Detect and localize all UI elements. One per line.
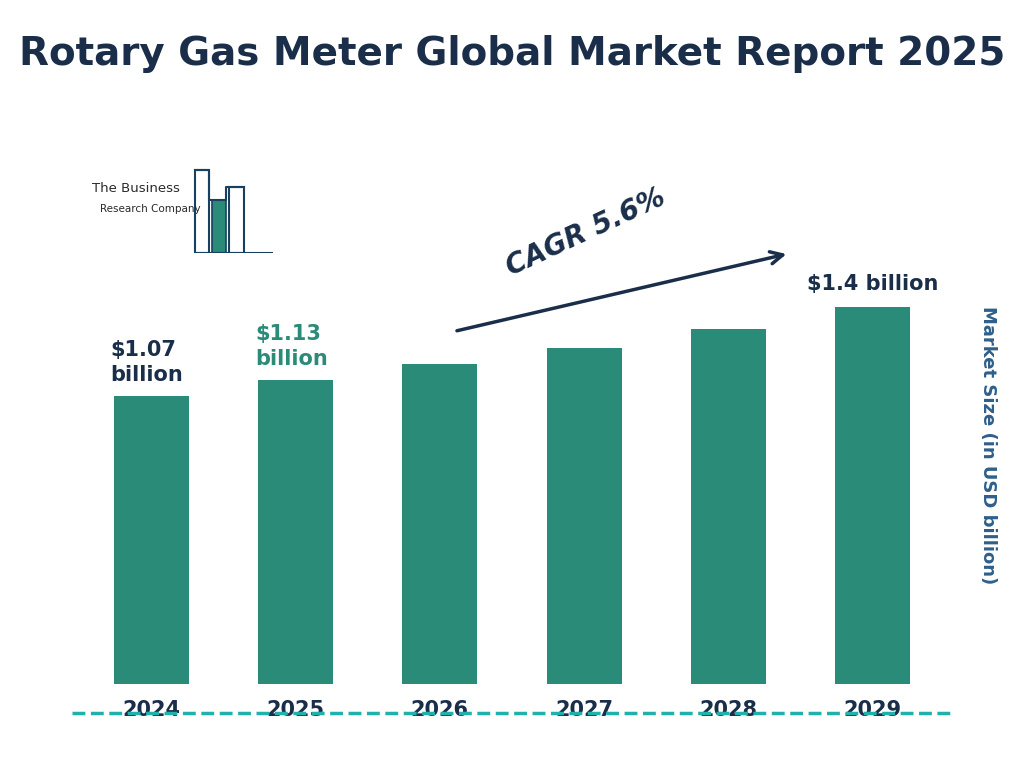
Text: CAGR 5.6%: CAGR 5.6% <box>502 184 670 282</box>
Bar <box>836 307 910 684</box>
Bar <box>402 364 477 684</box>
Text: Research Company: Research Company <box>100 204 201 214</box>
Bar <box>691 329 766 684</box>
Text: Rotary Gas Meter Global Market Report 2025: Rotary Gas Meter Global Market Report 20… <box>18 35 1006 73</box>
Bar <box>229 187 244 253</box>
Text: $1.07
billion: $1.07 billion <box>111 340 183 385</box>
Bar <box>212 200 226 253</box>
Bar <box>258 380 333 684</box>
Text: $1.13
billion: $1.13 billion <box>255 324 328 369</box>
Bar <box>547 347 622 684</box>
Text: $1.4 billion: $1.4 billion <box>807 273 939 294</box>
Bar <box>212 200 226 253</box>
Text: The Business: The Business <box>92 182 180 195</box>
Bar <box>114 396 188 684</box>
Bar <box>195 170 209 253</box>
Text: Market Size (in USD billion): Market Size (in USD billion) <box>979 306 997 584</box>
